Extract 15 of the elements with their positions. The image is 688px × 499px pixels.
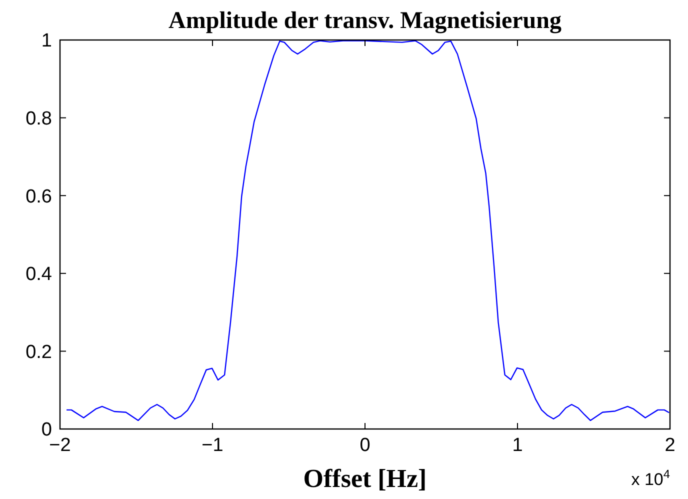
y-tick-label: 0.4 (26, 264, 52, 286)
x-tick-label: −1 (202, 435, 224, 456)
x-tick-label: 2 (664, 435, 676, 456)
y-tick-label: 0 (41, 420, 52, 441)
y-tick-label: 1 (41, 30, 52, 52)
x-tick-label: 0 (360, 435, 370, 456)
x-tick-label: −2 (49, 435, 71, 456)
chart-title: Amplitude der transv. Magnetisierung (168, 8, 562, 34)
x-tick-label: 1 (512, 435, 523, 456)
y-tick-label: 0.2 (26, 342, 52, 363)
y-tick-label: 0.6 (26, 186, 52, 208)
y-tick-label: 0.8 (26, 108, 52, 130)
line-series (66, 40, 670, 422)
x-axis-title: Offset [Hz] (303, 464, 427, 493)
text: x 10$^{4}$ (631, 467, 670, 489)
